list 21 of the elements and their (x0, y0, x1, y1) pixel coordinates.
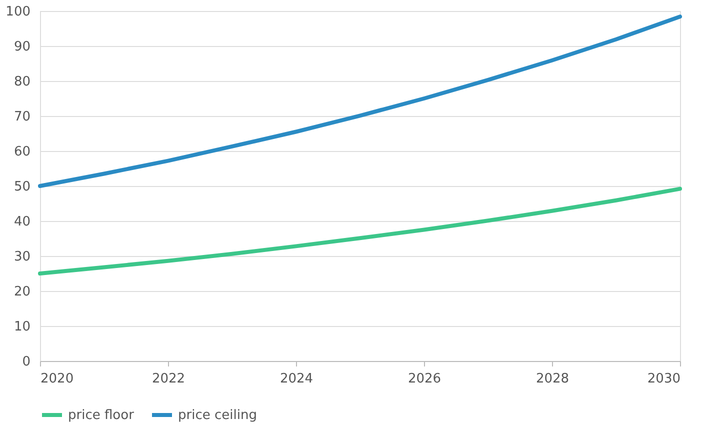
y-tick-label: 40 (14, 214, 30, 230)
y-tick-label: 0 (22, 354, 30, 370)
y-tick-label: 20 (14, 284, 30, 300)
line-series (38, 186, 682, 276)
x-tick-label: 2028 (536, 372, 570, 386)
line-series (38, 14, 682, 188)
legend-label: price ceiling (178, 408, 257, 423)
y-tick-label: 80 (14, 74, 30, 90)
y-tick-label: 50 (14, 180, 30, 194)
x-tick-label: 2026 (408, 372, 442, 386)
y-tick-label: 30 (14, 250, 30, 264)
y-tick-label: 70 (14, 110, 30, 124)
y-tick-label: 100 (6, 4, 30, 20)
y-tick-label: 90 (14, 40, 30, 54)
legend-label: price floor (68, 408, 135, 423)
y-tick-label: 60 (14, 144, 30, 160)
y-tick-label: 10 (14, 320, 30, 334)
x-tick-label: 2024 (280, 372, 314, 386)
x-tick-label: 2030 (647, 372, 680, 386)
x-tick-label: 2020 (40, 372, 74, 386)
x-tick-label: 2022 (152, 372, 186, 386)
